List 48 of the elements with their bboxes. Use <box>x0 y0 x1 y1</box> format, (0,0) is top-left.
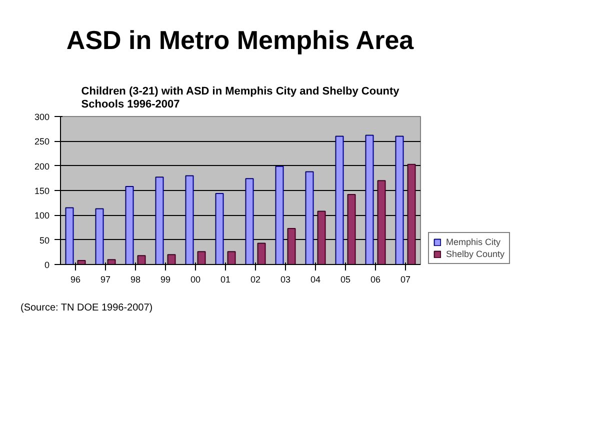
bar <box>365 134 374 264</box>
chart-subtitle: Children (3-21) with ASD in Memphis City and Shelby County Schools 1996-2007 <box>81 85 400 110</box>
legend-label: Memphis City <box>446 237 501 247</box>
x-tick-label: 03 <box>280 274 291 284</box>
y-tick-label: 150 <box>34 186 50 196</box>
bar <box>137 255 146 264</box>
x-tick-label: 00 <box>190 274 201 284</box>
bar <box>257 242 266 264</box>
x-tick-label: 06 <box>370 274 381 284</box>
bar <box>77 260 86 264</box>
x-tick-label: 99 <box>160 274 171 284</box>
y-tick-label: 200 <box>34 161 50 172</box>
bar <box>95 208 104 264</box>
bar <box>185 175 194 264</box>
bar <box>317 210 326 264</box>
bar <box>215 192 224 264</box>
y-tick-label: 250 <box>34 136 50 147</box>
y-tick-label: 50 <box>39 235 50 246</box>
bar <box>407 164 416 264</box>
bar <box>377 180 386 264</box>
bar <box>347 194 356 264</box>
x-tick-label: 04 <box>310 274 321 284</box>
bar <box>107 259 116 264</box>
bar <box>287 228 296 264</box>
x-tick-label: 01 <box>220 274 231 284</box>
y-tick-label: 300 <box>34 112 50 122</box>
bar <box>335 136 344 264</box>
bar <box>227 251 236 264</box>
bar <box>197 251 206 264</box>
chart-title: ASD in Metro Memphis Area <box>66 25 414 55</box>
y-tick-label: 0 <box>44 260 50 270</box>
bar <box>167 254 176 264</box>
bar <box>245 178 254 264</box>
bar <box>305 171 314 264</box>
x-tick-label: 05 <box>340 274 351 284</box>
x-tick-label: 98 <box>130 274 141 284</box>
x-tick-label: 02 <box>250 274 261 284</box>
x-tick-label: 07 <box>400 274 411 284</box>
x-tick-label: 96 <box>70 274 81 284</box>
legend-label: Shelby County <box>446 249 505 259</box>
x-tick-label: 97 <box>100 274 111 284</box>
text: (Source: TN DOE 1996-2007) <box>20 302 153 314</box>
bar <box>155 176 164 264</box>
bar <box>395 136 404 264</box>
bar <box>65 207 74 264</box>
bar <box>275 166 284 264</box>
y-tick-label: 100 <box>34 210 50 221</box>
bar <box>125 186 134 264</box>
